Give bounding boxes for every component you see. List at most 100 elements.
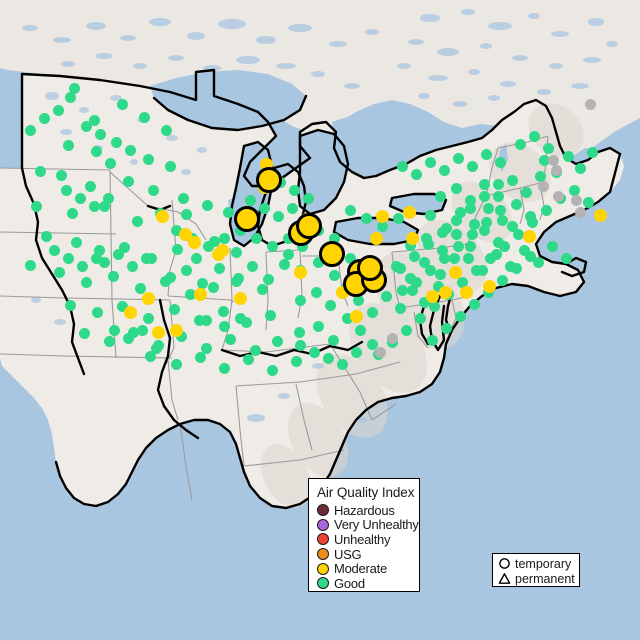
aqi-marker[interactable] <box>164 271 176 283</box>
aqi-marker[interactable] <box>328 269 340 281</box>
aqi-marker[interactable] <box>296 213 322 239</box>
aqi-marker[interactable] <box>537 180 549 192</box>
aqi-marker[interactable] <box>266 240 278 252</box>
legend-item-unhealthy[interactable]: Unhealthy <box>317 532 411 547</box>
aqi-marker[interactable] <box>70 236 82 248</box>
aqi-marker[interactable] <box>218 232 230 244</box>
aqi-marker[interactable] <box>350 346 362 358</box>
aqi-marker[interactable] <box>492 236 504 248</box>
aqi-marker[interactable] <box>422 238 434 250</box>
aqi-marker[interactable] <box>494 156 506 168</box>
aqi-marker[interactable] <box>55 169 67 181</box>
aqi-marker[interactable] <box>466 160 478 172</box>
aqi-marker[interactable] <box>344 252 356 264</box>
aqi-marker[interactable] <box>177 192 189 204</box>
aqi-marker[interactable] <box>234 206 260 232</box>
aqi-marker[interactable] <box>550 164 562 176</box>
aqi-marker[interactable] <box>171 243 183 255</box>
aqi-marker[interactable] <box>534 170 546 182</box>
aqi-marker[interactable] <box>142 312 154 324</box>
aqi-marker[interactable] <box>464 194 476 206</box>
aqi-marker[interactable] <box>404 239 416 251</box>
aqi-marker[interactable] <box>282 248 294 260</box>
legend-item-usg[interactable]: USG <box>317 547 411 562</box>
aqi-marker[interactable] <box>400 324 412 336</box>
aqi-marker[interactable] <box>90 252 102 264</box>
aqi-marker[interactable] <box>68 82 80 94</box>
aqi-marker[interactable] <box>434 268 446 280</box>
aqi-marker[interactable] <box>324 299 336 311</box>
legend-item-good[interactable]: Good <box>317 576 411 591</box>
aqi-marker[interactable] <box>434 190 446 202</box>
aqi-marker[interactable] <box>357 255 383 281</box>
aqi-marker[interactable] <box>310 286 322 298</box>
aqi-marker[interactable] <box>438 252 450 264</box>
aqi-marker[interactable] <box>293 265 307 279</box>
aqi-marker[interactable] <box>482 279 496 293</box>
aqi-marker[interactable] <box>78 327 90 339</box>
aqi-marker[interactable] <box>327 334 339 346</box>
legend-item-hazardous[interactable]: Hazardous <box>317 503 411 518</box>
aqi-marker[interactable] <box>134 282 146 294</box>
aqi-marker[interactable] <box>478 224 490 236</box>
aqi-marker[interactable] <box>170 224 182 236</box>
aqi-marker[interactable] <box>110 136 122 148</box>
aqi-marker[interactable] <box>452 240 464 252</box>
aqi-marker[interactable] <box>408 250 420 262</box>
aqi-marker[interactable] <box>208 235 220 247</box>
aqi-marker[interactable] <box>234 312 246 324</box>
aqi-marker[interactable] <box>478 190 490 202</box>
aqi-marker[interactable] <box>194 351 206 363</box>
aqi-marker[interactable] <box>296 240 308 252</box>
aqi-marker[interactable] <box>136 324 148 336</box>
aqi-marker[interactable] <box>352 294 364 306</box>
aqi-marker[interactable] <box>354 324 366 336</box>
aqi-marker[interactable] <box>144 350 156 362</box>
aqi-marker[interactable] <box>108 324 120 336</box>
aqi-marker[interactable] <box>492 190 504 202</box>
aqi-marker[interactable] <box>414 312 426 324</box>
aqi-marker[interactable] <box>336 358 348 370</box>
aqi-marker[interactable] <box>127 326 139 338</box>
aqi-marker[interactable] <box>294 339 306 351</box>
aqi-marker[interactable] <box>510 198 522 210</box>
aqi-marker[interactable] <box>76 260 88 272</box>
aqi-marker[interactable] <box>480 148 492 160</box>
aqi-marker[interactable] <box>504 260 516 272</box>
aqi-marker[interactable] <box>88 200 100 212</box>
aqi-marker[interactable] <box>93 244 105 256</box>
aqi-marker[interactable] <box>80 120 92 132</box>
aqi-marker[interactable] <box>286 202 298 214</box>
aqi-marker[interactable] <box>242 353 254 365</box>
aqi-marker[interactable] <box>200 314 212 326</box>
aqi-marker[interactable] <box>64 91 76 103</box>
legend-item-temporary[interactable]: temporary <box>498 556 574 571</box>
aqi-marker[interactable] <box>90 145 102 157</box>
aqi-marker[interactable] <box>396 284 408 296</box>
aqi-marker[interactable] <box>175 330 187 342</box>
aqi-marker[interactable] <box>492 178 504 190</box>
aqi-marker[interactable] <box>428 300 440 312</box>
aqi-marker[interactable] <box>366 338 378 350</box>
aqi-marker[interactable] <box>494 204 506 216</box>
aqi-marker[interactable] <box>233 291 247 305</box>
aqi-marker[interactable] <box>116 98 128 110</box>
aqi-marker[interactable] <box>122 332 134 344</box>
aqi-marker[interactable] <box>496 214 508 226</box>
aqi-marker[interactable] <box>170 358 182 370</box>
aqi-marker[interactable] <box>436 226 448 238</box>
aqi-marker[interactable] <box>98 200 110 212</box>
aqi-marker[interactable] <box>151 325 165 339</box>
aqi-marker[interactable] <box>169 323 183 337</box>
aqi-marker[interactable] <box>30 200 42 212</box>
aqi-marker[interactable] <box>506 220 518 232</box>
aqi-marker[interactable] <box>524 210 536 222</box>
aqi-marker[interactable] <box>201 199 213 211</box>
aqi-marker[interactable] <box>568 184 580 196</box>
aqi-marker[interactable] <box>271 335 283 347</box>
aqi-marker[interactable] <box>218 362 230 374</box>
aqi-marker[interactable] <box>375 209 389 223</box>
aqi-marker[interactable] <box>366 306 378 318</box>
aqi-marker[interactable] <box>369 231 383 245</box>
aqi-marker[interactable] <box>454 310 466 322</box>
